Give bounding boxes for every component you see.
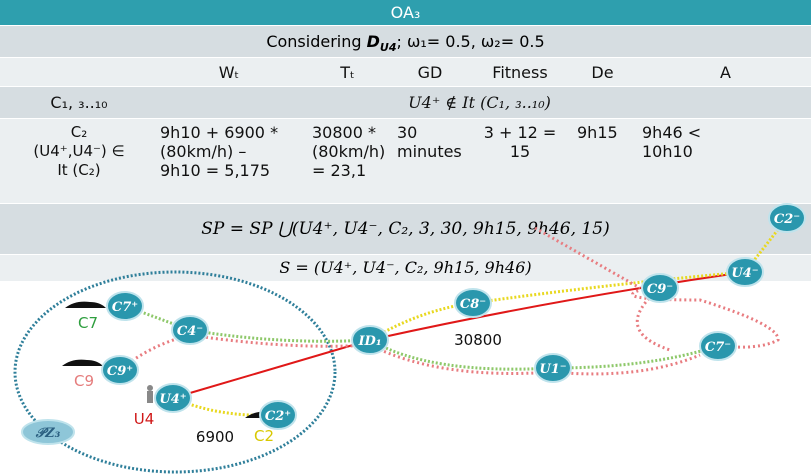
node-label: C2⁺ [265,409,291,424]
node-label: C9⁺ [107,364,133,379]
node-label: C4⁻ [177,324,203,339]
route-pink [120,228,778,374]
diagram-label: U4 [134,410,155,428]
route-yellow-2 [370,218,787,340]
node-label: 𝒫Z₃ [35,426,61,441]
node-label: C9⁻ [647,282,673,297]
node-label: U1⁻ [539,362,566,377]
diagram-label: 30800 [454,331,502,349]
node-label: C7⁺ [112,300,138,315]
node-label: C2⁻ [774,212,800,227]
diagram-label: 6900 [196,428,234,446]
slide: OA₃ Considering DU4; ω₁= 0.5, ω₂= 0.5 Wₜ… [0,0,811,475]
node-label: C8⁻ [460,297,486,312]
node-label: C7⁻ [705,340,731,355]
diagram-label: C7 [78,314,98,332]
diagram-label: C2 [254,427,274,445]
node-label: U4⁺ [159,392,186,407]
node-label: U4⁻ [731,266,758,281]
node-label: ID₁ [357,334,381,349]
diagram: C7⁺ C4⁻ C9⁺ U4⁺ C2⁺ ID₁ C8⁻ U1⁻ C7⁻ U4⁻ C2⁻ C9⁻ 𝒫Z₃ C… [0,0,811,475]
diagram-label: C9 [74,372,94,390]
